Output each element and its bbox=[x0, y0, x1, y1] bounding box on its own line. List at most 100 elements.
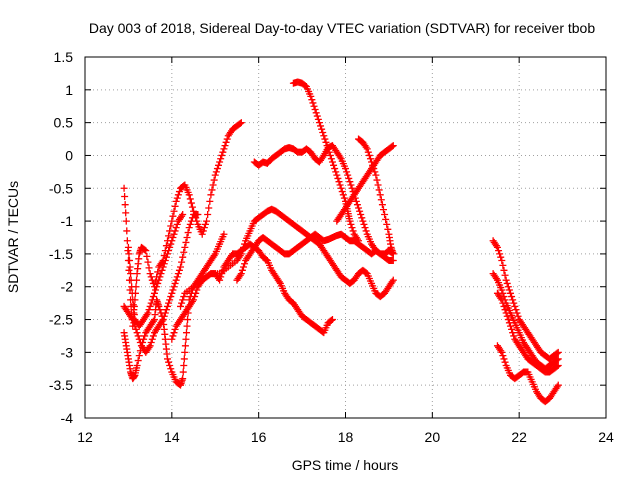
data-point bbox=[508, 325, 516, 333]
data-point bbox=[154, 268, 162, 276]
data-point bbox=[217, 155, 225, 163]
data-point bbox=[362, 143, 370, 151]
series-track-6 bbox=[177, 205, 397, 310]
series-track-14 bbox=[493, 289, 562, 376]
data-point bbox=[382, 215, 390, 223]
data-point bbox=[504, 283, 512, 291]
data-point bbox=[345, 174, 353, 182]
data-point bbox=[492, 275, 500, 283]
data-point bbox=[315, 119, 323, 127]
data-point bbox=[219, 148, 227, 156]
axis-ticks: 12 14 16 18 20 22 24 -4 -3.5 -3 -2.5 -2 -1.5 -1 -0.5 0 0… bbox=[49, 49, 614, 445]
data-point bbox=[502, 309, 510, 317]
data-point bbox=[328, 316, 336, 324]
data-point bbox=[376, 191, 384, 199]
data-point bbox=[368, 158, 376, 166]
data-point bbox=[147, 339, 155, 347]
data-point bbox=[239, 243, 247, 251]
data-point bbox=[181, 243, 189, 251]
data-point bbox=[241, 260, 249, 268]
y-tick-label: -3 bbox=[61, 344, 74, 360]
data-point bbox=[554, 348, 562, 356]
data-point bbox=[216, 158, 224, 166]
data-point bbox=[220, 145, 228, 153]
y-axis-title: SDTVAR / TECUs bbox=[5, 181, 21, 293]
data-point bbox=[188, 297, 196, 305]
data-point bbox=[167, 240, 175, 248]
data-point bbox=[362, 227, 370, 235]
data-point bbox=[347, 220, 355, 228]
data-point bbox=[148, 335, 156, 343]
data-point bbox=[553, 349, 561, 357]
data-point bbox=[502, 276, 510, 284]
data-point bbox=[201, 220, 209, 228]
data-point bbox=[152, 286, 160, 294]
data-point bbox=[163, 355, 171, 363]
data-point bbox=[338, 188, 346, 196]
data-point bbox=[168, 335, 176, 343]
data-point bbox=[379, 206, 387, 214]
data-point bbox=[168, 217, 176, 225]
data-point bbox=[174, 270, 182, 278]
data-point bbox=[208, 186, 216, 194]
data-point bbox=[334, 174, 342, 182]
data-point bbox=[327, 155, 335, 163]
data-point bbox=[372, 171, 380, 179]
x-tick-label: 14 bbox=[164, 429, 180, 445]
data-point bbox=[156, 273, 164, 281]
data-point bbox=[369, 161, 377, 169]
data-point bbox=[213, 165, 221, 173]
data-point bbox=[179, 296, 187, 304]
data-point bbox=[505, 319, 513, 327]
data-point bbox=[180, 355, 188, 363]
data-point bbox=[169, 332, 177, 340]
data-point bbox=[134, 332, 142, 340]
data-point bbox=[336, 153, 344, 161]
data-point bbox=[179, 375, 187, 383]
data-point bbox=[512, 306, 520, 314]
x-tick-label: 16 bbox=[251, 429, 267, 445]
data-point bbox=[171, 202, 179, 210]
data-point bbox=[497, 253, 505, 261]
data-point bbox=[500, 302, 508, 310]
data-point bbox=[166, 361, 174, 369]
data-point bbox=[308, 96, 316, 104]
data-point bbox=[364, 148, 372, 156]
data-point bbox=[122, 217, 130, 225]
data-point bbox=[194, 211, 202, 219]
data-point bbox=[330, 161, 338, 169]
data-point bbox=[165, 358, 173, 366]
data-point bbox=[311, 106, 319, 114]
data-point bbox=[124, 243, 132, 251]
data-point bbox=[155, 276, 163, 284]
data-point bbox=[185, 191, 193, 199]
data-point bbox=[187, 199, 195, 207]
data-point bbox=[210, 176, 218, 184]
data-point bbox=[175, 266, 183, 274]
data-point bbox=[500, 266, 508, 274]
data-point bbox=[142, 247, 150, 255]
data-point bbox=[172, 224, 180, 232]
x-tick-label: 22 bbox=[511, 429, 527, 445]
data-point bbox=[322, 138, 330, 146]
data-point bbox=[146, 342, 154, 350]
data-point bbox=[335, 178, 343, 186]
data-point bbox=[159, 263, 167, 271]
series-track-10 bbox=[333, 142, 397, 225]
data-point bbox=[238, 247, 246, 255]
data-point bbox=[134, 357, 142, 365]
data-point bbox=[356, 207, 364, 215]
data-point bbox=[143, 252, 151, 260]
data-point bbox=[503, 312, 511, 320]
data-point bbox=[513, 309, 521, 317]
data-point bbox=[172, 197, 180, 205]
data-point bbox=[184, 316, 192, 324]
data-point bbox=[146, 302, 154, 310]
data-point bbox=[121, 192, 129, 200]
data-point bbox=[383, 220, 391, 228]
data-marks bbox=[120, 78, 562, 406]
data-point bbox=[239, 263, 247, 271]
data-point bbox=[388, 142, 396, 150]
data-point bbox=[157, 270, 165, 278]
y-tick-label: 0.5 bbox=[54, 115, 74, 131]
